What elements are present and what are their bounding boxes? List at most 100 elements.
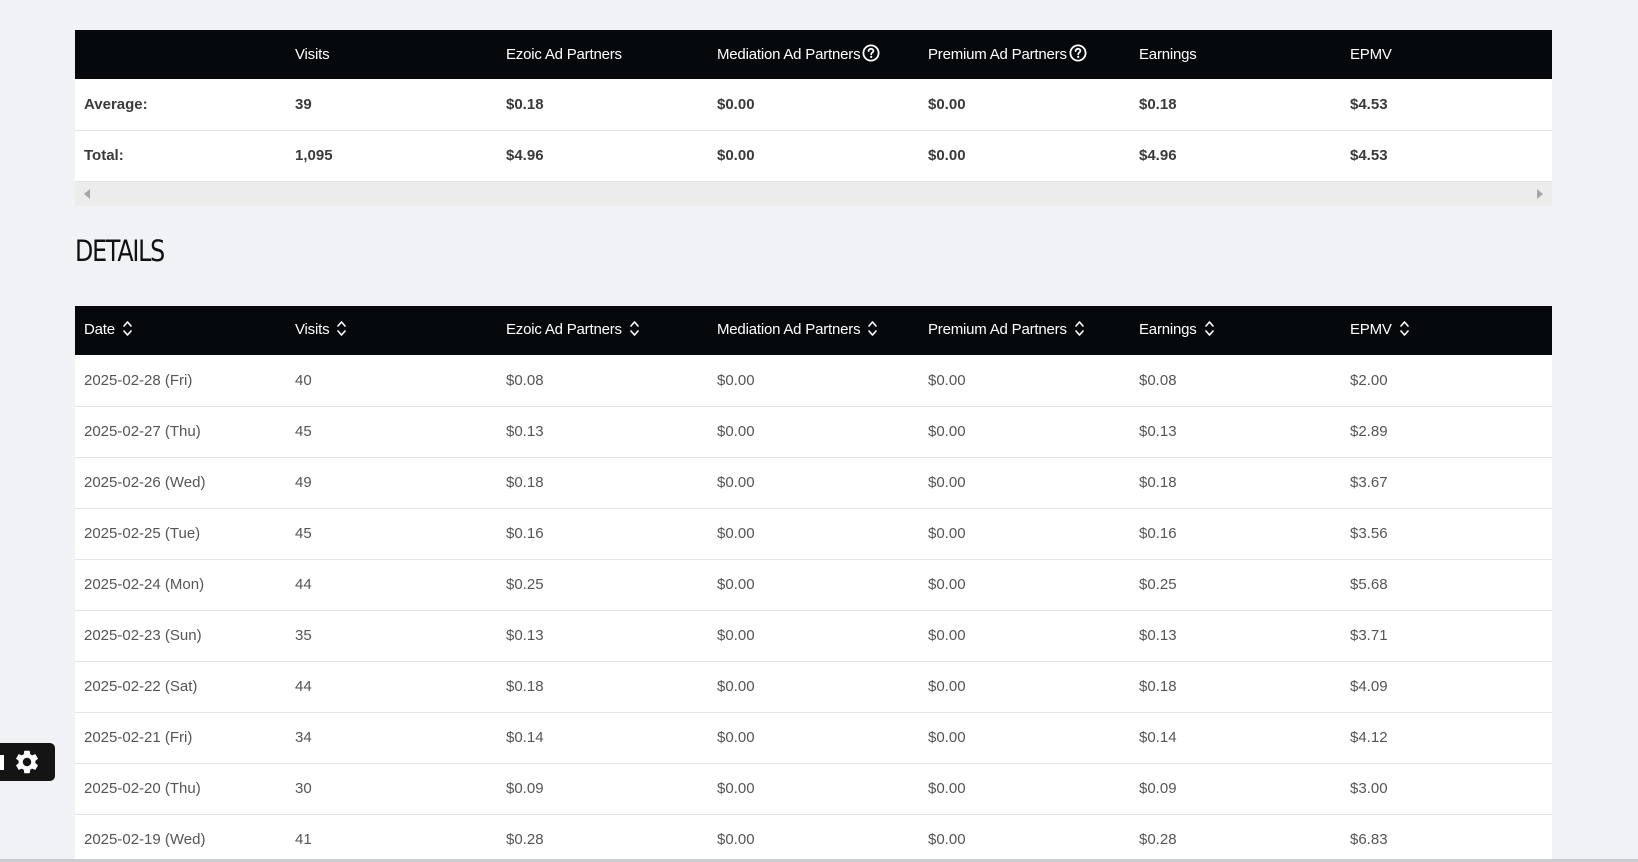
cell-epmv: $6.83 <box>1341 813 1552 862</box>
summary-cell: $0.00 <box>928 95 966 113</box>
cell-premium: $0.00 <box>919 456 1130 508</box>
sort-icon[interactable] <box>1399 320 1409 341</box>
cell-date: 2025-02-28 (Fri) <box>84 371 193 389</box>
details-header-visits[interactable]: Visits <box>286 306 497 355</box>
details-header-ezoic[interactable]: Ezoic Ad Partners <box>497 306 708 355</box>
cell-ezoic: $0.18 <box>497 456 708 508</box>
details-header-mediation[interactable]: Mediation Ad Partners <box>708 306 919 355</box>
cell-visits: 45 <box>286 405 497 457</box>
table-row: 2025-02-19 (Wed) 41 $0.28 $0.00 $0.00 $0.28 $6… <box>75 813 1552 862</box>
summary-cell: $4.96 <box>1130 129 1341 181</box>
details-header-epmv[interactable]: EPMV <box>1341 306 1552 355</box>
summary-cell: $0.00 <box>717 95 755 113</box>
sort-icon[interactable] <box>123 320 132 341</box>
column-header-label: Earnings <box>1139 321 1197 338</box>
cell-visits: 35 <box>286 609 497 661</box>
horizontal-scrollbar[interactable] <box>75 181 1552 206</box>
table-row: 2025-02-24 (Mon) 44 $0.25 $0.00 $0.00 $0.25 $5… <box>75 558 1552 610</box>
cell-earnings: $0.18 <box>1130 660 1341 712</box>
summary-cell: 39 <box>295 95 312 113</box>
cell-epmv: $3.56 <box>1341 507 1552 559</box>
table-row: 2025-02-25 (Tue) 45 $0.16 $0.00 $0.00 $0.16 $3… <box>75 507 1552 559</box>
details-title: DETAILS <box>75 234 165 268</box>
cell-ezoic: $0.08 <box>506 371 544 389</box>
gear-icon[interactable] <box>13 748 41 781</box>
cell-premium: $0.00 <box>919 558 1130 610</box>
help-circle-icon[interactable] <box>862 44 880 66</box>
cell-date: 2025-02-19 (Wed) <box>75 813 286 862</box>
cell-epmv: $2.89 <box>1341 405 1552 457</box>
help-circle-icon[interactable] <box>1069 44 1087 66</box>
column-header-label: Ezoic Ad Partners <box>506 321 622 338</box>
summary-cell: $0.18 <box>506 95 544 113</box>
cell-epmv: $4.09 <box>1341 660 1552 712</box>
sort-icon[interactable] <box>630 320 639 341</box>
cell-mediation: $0.00 <box>708 507 919 559</box>
cell-date: 2025-02-23 (Sun) <box>75 609 286 661</box>
cell-earnings: $0.13 <box>1130 405 1341 457</box>
summary-cell: $4.53 <box>1341 129 1552 181</box>
details-header-earnings[interactable]: Earnings <box>1130 306 1341 355</box>
cell-visits: 44 <box>286 558 497 610</box>
cell-premium: $0.00 <box>919 762 1130 814</box>
sort-icon[interactable] <box>337 320 347 341</box>
cell-earnings: $0.09 <box>1130 762 1341 814</box>
cell-date: 2025-02-22 (Sat) <box>75 660 286 712</box>
widget-handle[interactable] <box>0 755 4 770</box>
cell-ezoic: $0.16 <box>497 507 708 559</box>
cell-visits: 41 <box>286 813 497 862</box>
cell-visits: 40 <box>295 371 312 389</box>
details-header-row: Date Visits Ezoic Ad Partners Mediation Ad … <box>75 306 1552 355</box>
sort-icon[interactable] <box>868 320 878 341</box>
cell-premium: $0.00 <box>919 711 1130 763</box>
table-row: 2025-02-23 (Sun) 35 $0.13 $0.00 $0.00 $0.13 $3… <box>75 609 1552 661</box>
sort-icon[interactable] <box>1074 320 1084 341</box>
cell-ezoic: $0.09 <box>497 762 708 814</box>
table-row: 2025-02-26 (Wed) 49 $0.18 $0.00 $0.00 $0.18 $3… <box>75 456 1552 508</box>
cell-ezoic: $0.28 <box>497 813 708 862</box>
cell-date: 2025-02-20 (Thu) <box>75 762 286 814</box>
settings-widget[interactable] <box>0 743 55 781</box>
cell-date: 2025-02-24 (Mon) <box>75 558 286 610</box>
summary-header-label <box>75 30 286 79</box>
cell-ezoic: $0.18 <box>497 660 708 712</box>
summary-header-mediation: Mediation Ad Partners <box>708 30 919 79</box>
summary-cell: 1,095 <box>286 129 497 181</box>
scroll-right-icon[interactable] <box>1537 189 1543 199</box>
details-table: Date Visits Ezoic Ad Partners Mediation Ad … <box>75 306 1552 862</box>
cell-earnings: $0.28 <box>1130 813 1341 862</box>
details-header-date[interactable]: Date <box>75 306 286 355</box>
cell-earnings: $0.13 <box>1130 609 1341 661</box>
summary-header-epmv: EPMV <box>1350 46 1392 63</box>
column-header-label: Date <box>84 321 115 338</box>
cell-premium: $0.00 <box>919 507 1130 559</box>
column-header-label: EPMV <box>1350 321 1392 338</box>
summary-cell: $0.00 <box>708 129 919 181</box>
cell-earnings: $0.18 <box>1130 456 1341 508</box>
cell-epmv: $5.68 <box>1341 558 1552 610</box>
summary-row-label: Total: <box>75 129 286 181</box>
cell-epmv: $3.67 <box>1341 456 1552 508</box>
summary-table: Visits Ezoic Ad Partners Mediation Ad Pa… <box>75 30 1552 181</box>
cell-mediation: $0.00 <box>708 813 919 862</box>
table-row: 2025-02-20 (Thu) 30 $0.09 $0.00 $0.00 $0.09 $3… <box>75 762 1552 814</box>
summary-table-container: Visits Ezoic Ad Partners Mediation Ad Pa… <box>75 30 1552 206</box>
cell-epmv: $2.00 <box>1350 371 1388 389</box>
cell-ezoic: $0.13 <box>497 609 708 661</box>
details-table-container: Date Visits Ezoic Ad Partners Mediation Ad … <box>75 306 1552 862</box>
cell-epmv: $4.12 <box>1341 711 1552 763</box>
column-header-label: Mediation Ad Partners <box>717 321 861 338</box>
sort-icon[interactable] <box>1204 320 1214 341</box>
summary-row-label: Average: <box>84 95 148 113</box>
cell-date: 2025-02-25 (Tue) <box>75 507 286 559</box>
cell-mediation: $0.00 <box>708 711 919 763</box>
cell-premium: $0.00 <box>919 813 1130 862</box>
cell-date: 2025-02-27 (Thu) <box>75 405 286 457</box>
details-header-premium[interactable]: Premium Ad Partners <box>919 306 1130 355</box>
cell-ezoic: $0.13 <box>497 405 708 457</box>
scroll-left-icon[interactable] <box>84 189 90 199</box>
column-header-label: Premium Ad Partners <box>928 321 1067 338</box>
table-row: 2025-02-27 (Thu) 45 $0.13 $0.00 $0.00 $0.13 $2… <box>75 405 1552 457</box>
cell-mediation: $0.00 <box>708 660 919 712</box>
cell-visits: 45 <box>286 507 497 559</box>
